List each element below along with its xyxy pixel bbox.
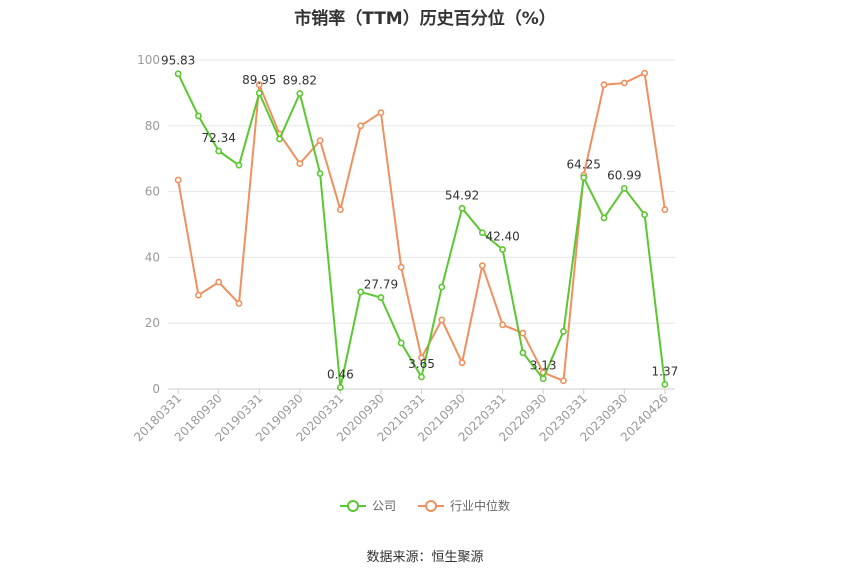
data-point-s0-22	[620, 184, 628, 192]
legend-item-industry-median[interactable]: 行业中位数	[418, 497, 510, 514]
data-point-s1-11	[397, 263, 405, 271]
data-labels: 95.83 72.34 89.95 89.82 0.46 27.79 3.65 54.92 42…	[161, 54, 678, 382]
data-label-20: 64.25	[567, 158, 601, 172]
data-point-s1-4	[255, 81, 263, 89]
data-point-s1-3	[235, 300, 243, 307]
data-point-s1-22	[620, 79, 628, 87]
data-point-s1-10	[377, 109, 385, 117]
data-point-s1-1	[195, 291, 202, 299]
data-point-s0-19	[560, 328, 567, 335]
data-point-s1-2	[215, 278, 223, 286]
legend-label-industry-median: 行业中位数	[450, 499, 511, 513]
data-point-s0-24	[661, 381, 669, 388]
data-point-s1-21	[600, 81, 608, 89]
series-lines	[174, 69, 669, 391]
data-point-s0-13	[438, 283, 446, 291]
data-point-s0-15	[478, 229, 486, 237]
data-point-s1-19	[560, 377, 567, 385]
data-label-8: 0.46	[327, 367, 354, 381]
data-point-s1-12	[418, 354, 425, 362]
y-tick-label-80: 80	[145, 119, 160, 133]
legend-label-company: 公司	[371, 499, 396, 513]
data-point-s0-6	[296, 90, 304, 97]
data-label-18: 3.13	[530, 359, 557, 373]
data-point-s0-10	[377, 294, 385, 301]
data-point-s1-14	[458, 359, 466, 367]
data-point-s0-18	[539, 375, 547, 383]
data-label-0: 95.83	[161, 54, 195, 68]
axes: 0204060801002018033120180930201903312019…	[131, 53, 675, 444]
data-point-s0-8	[336, 384, 344, 391]
data-label-6: 89.82	[283, 73, 317, 87]
y-tick-label-60: 60	[145, 185, 160, 199]
data-point-s0-20	[580, 174, 588, 182]
legend-item-company[interactable]: 公司	[339, 497, 396, 514]
data-point-s0-11	[397, 339, 405, 347]
data-point-s1-15	[478, 262, 486, 270]
data-point-s0-23	[641, 211, 648, 219]
data-source: 数据来源：恒生聚源	[366, 550, 484, 565]
data-point-s1-17	[519, 329, 527, 337]
data-point-s0-2	[215, 147, 223, 155]
data-point-s0-16	[499, 246, 507, 253]
data-point-s1-6	[296, 160, 304, 168]
data-point-s0-1	[195, 112, 202, 120]
data-point-s0-4	[255, 89, 263, 97]
data-point-s1-9	[357, 122, 365, 130]
data-label-16: 42.40	[485, 230, 519, 244]
data-label-14: 54.92	[445, 188, 479, 202]
data-label-12: 3.65	[408, 357, 435, 371]
grid-lines	[168, 59, 675, 324]
data-point-s1-13	[438, 316, 446, 324]
data-point-s0-5	[276, 135, 283, 143]
y-tick-label-100: 100	[137, 53, 160, 67]
y-tick-label-0: 0	[152, 382, 160, 396]
data-point-s0-17	[519, 349, 527, 357]
data-point-s0-14	[458, 204, 466, 212]
legend-swatch-industry-median	[418, 499, 444, 513]
data-point-s1-0	[174, 176, 182, 184]
data-point-s0-21	[600, 214, 608, 222]
legend-swatch-company	[339, 499, 366, 513]
data-label-2: 72.34	[202, 131, 236, 145]
data-label-24: 1.37	[652, 364, 679, 378]
data-label-22: 60.99	[607, 168, 641, 182]
data-point-s0-3	[235, 161, 243, 169]
data-point-s1-16	[499, 321, 507, 329]
data-point-s1-7	[316, 137, 324, 145]
data-label-10: 27.79	[364, 278, 398, 292]
data-point-s1-24	[661, 206, 669, 214]
chart-title: 市销率（TTM）历史百分位（%）	[294, 9, 556, 29]
data-point-s1-23	[641, 69, 648, 77]
data-label-4: 89.95	[242, 73, 276, 87]
data-point-s0-12	[418, 373, 425, 381]
series-line-0	[177, 73, 666, 389]
y-tick-label-20: 20	[145, 316, 160, 330]
legend: 公司 行业中位数	[0, 497, 850, 514]
y-tick-label-40: 40	[145, 250, 160, 264]
data-point-s0-0	[174, 70, 182, 78]
data-point-s0-9	[357, 288, 365, 296]
data-point-s1-8	[336, 206, 344, 214]
data-point-s0-7	[316, 170, 324, 177]
